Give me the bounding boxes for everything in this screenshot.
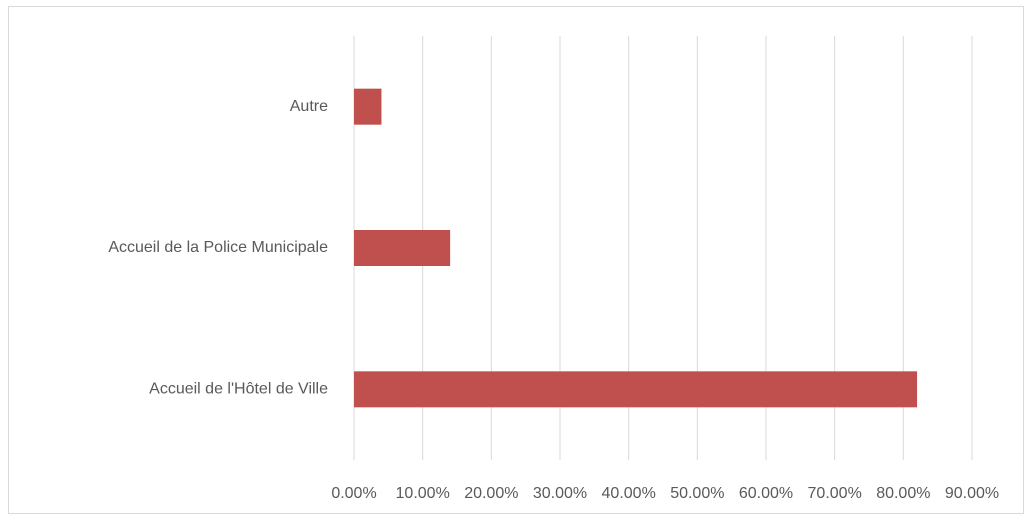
y-tick-label: Autre (290, 98, 328, 115)
x-tick-label: 50.00% (670, 485, 724, 502)
x-tick-label: 70.00% (808, 485, 862, 502)
x-tick-label: 80.00% (876, 485, 930, 502)
x-tick-label: 40.00% (602, 485, 656, 502)
x-tick-label: 30.00% (533, 485, 587, 502)
x-tick-label: 60.00% (739, 485, 793, 502)
bar (354, 371, 918, 408)
x-tick-label: 20.00% (464, 485, 518, 502)
y-tick-label: Accueil de la Police Municipale (108, 239, 328, 256)
bar (354, 88, 382, 125)
bar (354, 230, 451, 266)
x-tick-label: 10.00% (396, 485, 450, 502)
chart-border (8, 6, 1024, 514)
x-tick-label: 0.00% (331, 485, 376, 502)
x-tick-label: 90.00% (945, 485, 999, 502)
y-tick-label: Accueil de l'Hôtel de Ville (149, 381, 328, 398)
